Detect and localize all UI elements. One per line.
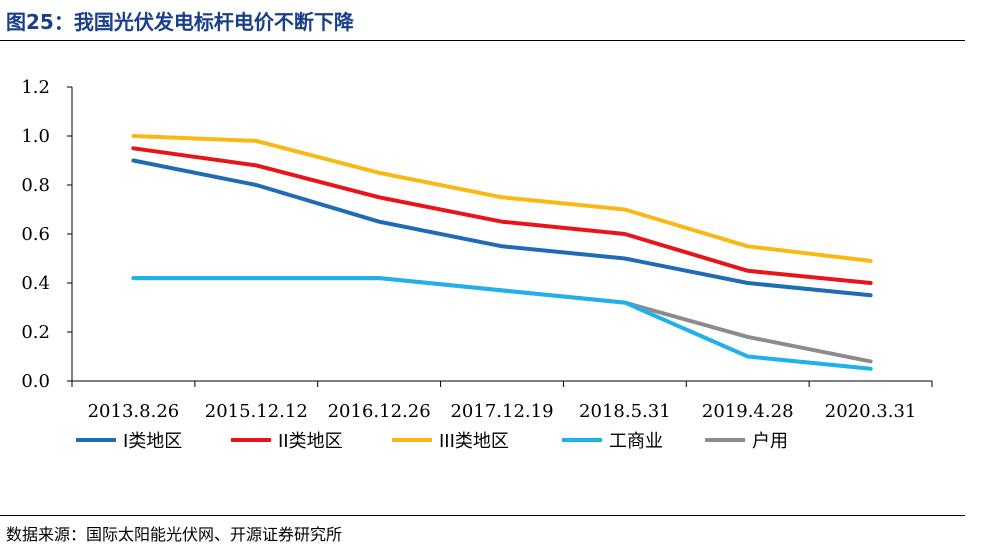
y-tick-label: 1.0 <box>21 126 50 147</box>
y-tick-label: 0.8 <box>21 175 50 196</box>
series-line-3 <box>131 134 873 263</box>
legend-label: 户用 <box>752 431 788 452</box>
legend-label: III类地区 <box>439 431 509 452</box>
x-tick-label: 2018.5.31 <box>579 401 671 422</box>
series-line-4 <box>131 276 873 371</box>
x-tick-label: 2016.12.26 <box>328 401 431 422</box>
y-tick-label: 0.4 <box>21 273 50 294</box>
legend-label: I类地区 <box>123 431 182 452</box>
series-line-1 <box>131 158 873 298</box>
legend-label: 工商业 <box>609 431 663 452</box>
y-tick-label: 0.6 <box>21 224 50 245</box>
series-line-2 <box>131 146 873 285</box>
chart-title: 图25：我国光伏发电标杆电价不断下降 <box>6 10 354 34</box>
y-tick-label: 0.2 <box>21 322 50 343</box>
y-tick-label: 1.2 <box>21 77 50 98</box>
x-tick-label: 2017.12.19 <box>450 401 553 422</box>
x-tick-label: 2013.8.26 <box>88 401 180 422</box>
top-rule <box>0 40 965 41</box>
x-tick-label: 2015.12.12 <box>205 401 308 422</box>
source-note: 数据来源：国际太阳能光伏网、开源证券研究所 <box>6 525 343 544</box>
legend-label: II类地区 <box>278 431 343 452</box>
x-tick-label: 2019.4.28 <box>702 401 794 422</box>
y-tick-label: 0.0 <box>21 371 50 392</box>
bottom-rule <box>0 515 965 516</box>
x-tick-label: 2020.3.31 <box>825 401 917 422</box>
